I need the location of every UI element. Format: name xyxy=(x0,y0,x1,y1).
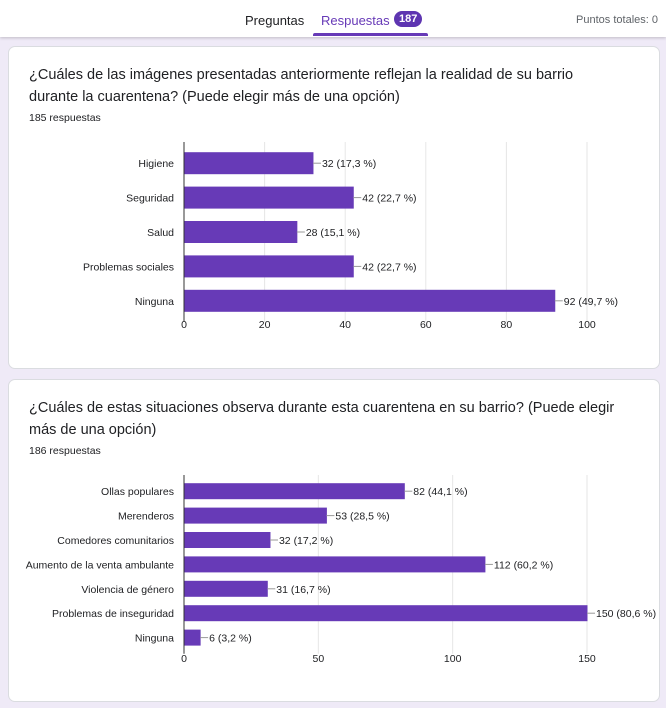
data-label: 28 (15,1 %) xyxy=(306,227,360,239)
response-count: 186 respuestas xyxy=(29,445,101,457)
category-label: Ninguna xyxy=(135,296,174,308)
data-label: 6 (3,2 %) xyxy=(209,633,252,645)
data-label: 150 (80,6 %) xyxy=(596,608,656,620)
question-title: ¿Cuáles de las imágenes presentadas ante… xyxy=(29,67,574,105)
data-label: 53 (28,5 %) xyxy=(335,511,389,523)
category-label: Ninguna xyxy=(135,633,174,645)
category-label: Aumento de la venta ambulante xyxy=(26,559,174,571)
data-label: 42 (22,7 %) xyxy=(362,261,416,273)
category-label: Problemas de inseguridad xyxy=(52,608,174,620)
question-title: ¿Cuáles de estas situaciones observa dur… xyxy=(29,400,615,438)
bar xyxy=(184,605,588,622)
category-label: Merenderos xyxy=(118,511,174,523)
x-tick-label: 100 xyxy=(578,319,596,331)
question-card-1: ¿Cuáles de las imágenes presentadas ante… xyxy=(8,46,660,369)
category-label: Seguridad xyxy=(126,193,174,205)
data-label: 31 (16,7 %) xyxy=(276,584,330,596)
bar xyxy=(184,255,354,278)
category-label: Comedores comunitarios xyxy=(57,535,174,547)
active-tab-indicator xyxy=(313,33,428,36)
question-card-2: ¿Cuáles de estas situaciones observa dur… xyxy=(8,379,660,702)
category-label: Salud xyxy=(147,227,174,239)
x-tick-label: 40 xyxy=(339,319,351,331)
data-label: 92 (49,7 %) xyxy=(564,296,618,308)
bar xyxy=(184,152,314,175)
x-tick-label: 150 xyxy=(578,653,596,665)
data-label: 112 (60,2 %) xyxy=(494,559,553,571)
tab-questions[interactable]: Preguntas xyxy=(245,13,305,28)
category-label: Violencia de género xyxy=(81,584,174,596)
x-tick-label: 60 xyxy=(420,319,432,331)
response-count: 185 respuestas xyxy=(29,112,101,124)
bar xyxy=(184,556,486,573)
bar-chart: 0 20 40 60 80 100 Higiene 32 (17,3 %) Seguridad 4… xyxy=(83,142,618,331)
x-tick-label: 0 xyxy=(181,319,187,331)
bar xyxy=(184,507,327,524)
category-label: Higiene xyxy=(138,158,174,170)
bar xyxy=(184,580,268,597)
bar xyxy=(184,483,405,500)
x-tick-label: 80 xyxy=(501,319,513,331)
tab-responses[interactable]: Respuestas xyxy=(321,13,390,28)
data-label: 82 (44,1 %) xyxy=(413,486,467,498)
total-points: Puntos totales: 0 xyxy=(576,14,658,26)
bar-chart: 0 50 100 150 Ollas populares 82 (44,1 %) Meren… xyxy=(26,475,656,665)
bar xyxy=(184,186,354,209)
bar xyxy=(184,629,201,646)
category-label: Ollas populares xyxy=(101,486,174,498)
x-tick-label: 20 xyxy=(259,319,271,331)
data-label: 32 (17,2 %) xyxy=(279,535,333,547)
data-label: 32 (17,3 %) xyxy=(322,158,376,170)
x-tick-label: 50 xyxy=(312,653,324,665)
x-tick-label: 0 xyxy=(181,653,187,665)
top-tab-bar: Preguntas Respuestas 187 Puntos totales:… xyxy=(0,0,666,37)
bar xyxy=(184,289,556,312)
data-label: 42 (22,7 %) xyxy=(362,193,416,205)
bar xyxy=(184,221,298,243)
category-label: Problemas sociales xyxy=(83,261,174,273)
responses-count-badge: 187 xyxy=(394,11,423,27)
bar xyxy=(184,532,271,548)
x-tick-label: 100 xyxy=(444,653,462,665)
